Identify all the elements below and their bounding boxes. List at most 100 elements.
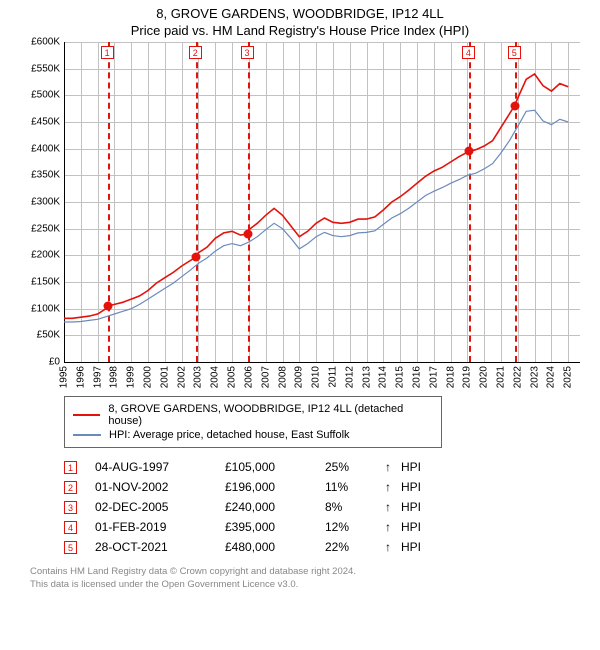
sale-marker-box: 3 [241,46,254,59]
sale-dot [510,102,519,111]
table-row: 4 01-FEB-2019£395,00012%↑HPI [64,520,590,534]
x-axis-label: 1998 [109,366,120,388]
sale-date: 01-NOV-2002 [95,480,225,494]
x-axis-label: 2022 [512,366,523,388]
sale-marker-box: 5 [64,541,77,554]
table-row: 201-NOV-2002£196,00011%↑HPI [64,480,590,494]
x-axis-label: 1999 [126,366,137,388]
chart-title-address: 8, GROVE GARDENS, WOODBRIDGE, IP12 4LL [10,6,590,21]
sale-dot [464,147,473,156]
x-axis-label: 2010 [311,366,322,388]
x-axis-label: 2004 [210,366,221,388]
x-axis-label: 2020 [479,366,490,388]
sale-price: £105,000 [225,460,325,474]
sale-pct: 12% [325,520,385,534]
x-axis-label: 2007 [260,366,271,388]
sale-marker-box: 1 [101,46,114,59]
sale-dot [103,302,112,311]
y-axis-label: £250K [20,223,60,234]
table-row: 302-DEC-2005£240,0008%↑HPI [64,500,590,514]
arrow-up-icon: ↑ [385,540,401,554]
x-axis-label: 1997 [92,366,103,388]
y-axis-label: £450K [20,117,60,128]
sale-marker-box: 2 [64,481,77,494]
arrow-up-icon: ↑ [385,520,401,534]
legend-swatch-hpi [73,434,101,436]
sale-marker-box: 4 [64,521,77,534]
y-axis-label: £200K [20,250,60,261]
sale-marker-box: 5 [508,46,521,59]
gridline-h [64,362,580,363]
x-axis-label: 2009 [294,366,305,388]
y-axis-label: £400K [20,143,60,154]
arrow-up-icon: ↑ [385,500,401,514]
series-hpi [64,110,568,322]
y-axis-label: £0 [20,357,60,368]
x-axis-label: 2011 [327,366,338,388]
sale-suffix: HPI [401,520,421,534]
legend-swatch-property [73,414,100,416]
sale-price: £395,000 [225,520,325,534]
x-axis-label: 2017 [428,366,439,388]
legend: 8, GROVE GARDENS, WOODBRIDGE, IP12 4LL (… [64,396,442,448]
legend-row-hpi: HPI: Average price, detached house, East… [73,429,433,441]
x-axis-label: 2013 [361,366,372,388]
sale-marker-box: 1 [64,461,77,474]
sale-price: £240,000 [225,500,325,514]
x-axis-label: 2016 [411,366,422,388]
x-axis-label: 2018 [445,366,456,388]
chart: £0£50K£100K£150K£200K£250K£300K£350K£400… [20,42,580,392]
sale-marker-box: 4 [462,46,475,59]
sale-date: 04-AUG-1997 [95,460,225,474]
x-axis-label: 2000 [143,366,154,388]
sale-price: £480,000 [225,540,325,554]
x-axis-label: 2002 [176,366,187,388]
x-axis-label: 2008 [277,366,288,388]
y-axis-label: £500K [20,90,60,101]
y-axis-label: £50K [20,330,60,341]
x-axis-label: 2006 [243,366,254,388]
y-axis-label: £100K [20,303,60,314]
y-axis-label: £150K [20,277,60,288]
footer-line1: Contains HM Land Registry data © Crown c… [30,566,590,579]
legend-label-property: 8, GROVE GARDENS, WOODBRIDGE, IP12 4LL (… [108,403,433,427]
sale-dot [243,230,252,239]
table-row: 1 04-AUG-1997£105,00025%↑HPI [64,460,590,474]
x-axis-label: 2005 [227,366,238,388]
footer: Contains HM Land Registry data © Crown c… [30,566,590,592]
sale-suffix: HPI [401,460,421,474]
x-axis-label: 2021 [496,366,507,388]
arrow-up-icon: ↑ [385,460,401,474]
sale-marker-box: 3 [64,501,77,514]
sale-pct: 25% [325,460,385,474]
y-axis-label: £550K [20,63,60,74]
series-property [64,74,568,318]
x-axis-label: 2001 [159,366,170,388]
x-axis-label: 2024 [546,366,557,388]
sale-dot [191,253,200,262]
x-axis-label: 2014 [378,366,389,388]
plot-area [64,42,580,362]
chart-title-subtitle: Price paid vs. HM Land Registry's House … [10,23,590,38]
x-axis-label: 2015 [395,366,406,388]
y-axis-label: £350K [20,170,60,181]
x-axis-label: 2003 [193,366,204,388]
sale-pct: 8% [325,500,385,514]
sales-table: 104-AUG-1997£105,00025%↑HPI201-NOV-2002£… [64,460,590,554]
x-axis-label: 2012 [344,366,355,388]
x-axis-label: 2023 [529,366,540,388]
sale-marker-box: 2 [189,46,202,59]
legend-label-hpi: HPI: Average price, detached house, East… [109,429,350,441]
table-row: 528-OCT-2021£480,00022%↑HPI [64,540,590,554]
sale-pct: 22% [325,540,385,554]
sale-pct: 11% [325,480,385,494]
sale-date: 28-OCT-2021 [95,540,225,554]
sale-date: 01-FEB-2019 [95,520,225,534]
arrow-up-icon: ↑ [385,480,401,494]
x-axis-label: 1995 [59,366,70,388]
series-svg [64,42,580,362]
chart-title-block: 8, GROVE GARDENS, WOODBRIDGE, IP12 4LL P… [10,6,590,38]
x-axis-label: 1996 [75,366,86,388]
sale-price: £196,000 [225,480,325,494]
x-axis-label: 2019 [462,366,473,388]
